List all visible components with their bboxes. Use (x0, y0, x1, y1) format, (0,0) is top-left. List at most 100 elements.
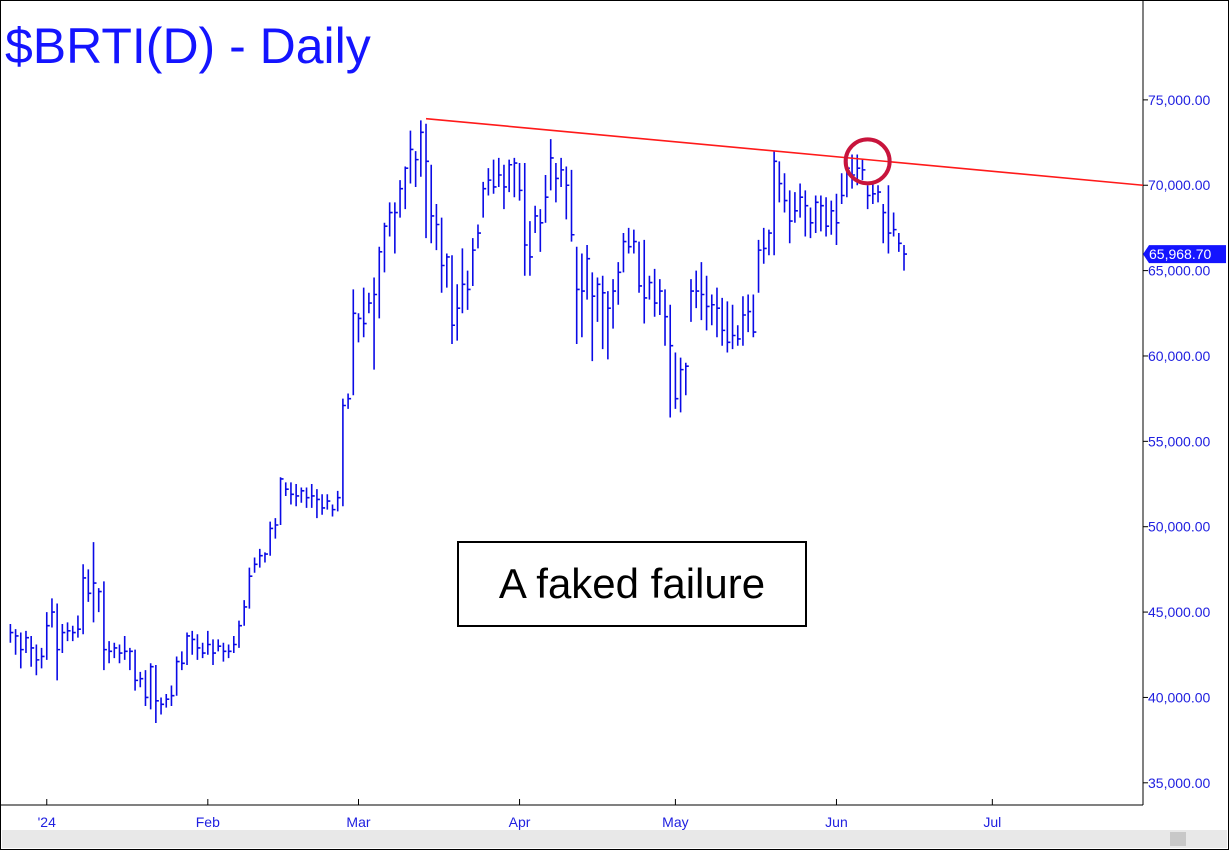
price-bar (664, 289, 669, 346)
price-bar (305, 487, 310, 508)
price-bar (788, 190, 793, 244)
scroll-thumb[interactable] (1170, 832, 1186, 846)
price-bar (747, 294, 752, 333)
price-bar (175, 656, 180, 696)
price-bar (14, 629, 19, 655)
price-bar (549, 139, 554, 191)
price-bar (97, 588, 102, 613)
price-bar (108, 641, 113, 664)
price-bar (586, 245, 591, 300)
price-bar (643, 239, 648, 324)
price-bar (144, 670, 149, 706)
scrollbar[interactable] (2, 830, 1227, 848)
price-bar (269, 521, 274, 556)
price-bar (440, 217, 445, 293)
annotation: A faked failure (499, 560, 765, 607)
price-bar (783, 173, 788, 213)
price-bar (768, 229, 772, 256)
price-bar (612, 279, 617, 329)
y-tick-label: 70,000.00 (1148, 177, 1210, 193)
price-bar (861, 159, 866, 181)
price-bar (165, 694, 170, 708)
price-bar (575, 246, 580, 345)
price-bar (295, 484, 300, 507)
price-bar (243, 600, 248, 626)
price-bar (669, 304, 674, 418)
price-bar (300, 487, 305, 503)
price-bar (596, 277, 601, 322)
price-bar (877, 185, 882, 203)
x-tick-label: Feb (196, 814, 220, 830)
price-bar (471, 238, 476, 286)
price-bar (82, 564, 87, 635)
price-bar (752, 294, 757, 338)
price-bar (227, 644, 232, 659)
last-price-label: 65,968.70 (1149, 246, 1211, 262)
price-bar (513, 157, 518, 198)
price-bar (388, 202, 393, 237)
price-bar (35, 644, 40, 676)
price-bar (113, 642, 118, 659)
price-bar (482, 181, 487, 218)
price-bar (191, 630, 196, 655)
price-bar (66, 622, 71, 642)
price-bar (61, 624, 66, 654)
price-bar (695, 270, 700, 309)
price-bar (232, 635, 237, 654)
price-bar (186, 632, 191, 665)
price-bar (825, 197, 830, 237)
price-bar (258, 548, 263, 568)
price-bar (430, 164, 435, 244)
price-bar (721, 297, 726, 346)
price-bar (466, 270, 471, 310)
x-tick-label: Jul (983, 814, 1001, 830)
price-bar (685, 362, 689, 396)
price-bar (742, 296, 746, 346)
x-tick-label: May (662, 814, 688, 830)
price-bar (539, 209, 544, 252)
price-bar (383, 222, 388, 273)
price-bar (399, 180, 404, 218)
price-bar (503, 164, 507, 210)
price-bar (903, 245, 908, 271)
price-bar (560, 157, 565, 187)
y-tick-label: 35,000.00 (1148, 775, 1210, 791)
price-bar (321, 494, 326, 515)
price-bar (71, 625, 76, 642)
price-bar (248, 567, 253, 609)
price-bar (736, 325, 741, 346)
price-bar (217, 639, 222, 652)
price-bar (170, 685, 175, 706)
price-bar (690, 279, 694, 322)
price-bar (809, 207, 814, 239)
price-bar (477, 224, 481, 249)
x-tick-label: Jun (825, 814, 848, 830)
price-bar (544, 175, 549, 223)
price-bar (648, 275, 653, 300)
price-bar (103, 581, 107, 671)
price-bar (820, 195, 824, 232)
price-bar (456, 284, 461, 341)
price-bar (181, 651, 185, 671)
price-bar (347, 393, 352, 409)
price-bar (705, 275, 710, 331)
price-bar (710, 294, 715, 326)
price-bar (778, 161, 783, 203)
annotation-box (457, 541, 807, 627)
x-tick-label: Apr (509, 814, 531, 830)
price-bar (716, 287, 720, 338)
y-tick-label: 40,000.00 (1148, 689, 1210, 705)
price-bar (835, 193, 840, 245)
price-bar (362, 287, 367, 338)
price-bar (212, 639, 217, 665)
trendline (425, 117, 1144, 187)
price-bar (773, 151, 778, 256)
y-tick-label: 45,000.00 (1148, 604, 1210, 620)
price-bar (638, 241, 643, 293)
price-bar (264, 552, 268, 563)
price-bar (487, 168, 492, 196)
price-bar (420, 120, 424, 177)
price-bar (674, 352, 679, 409)
price-bar (342, 398, 346, 507)
